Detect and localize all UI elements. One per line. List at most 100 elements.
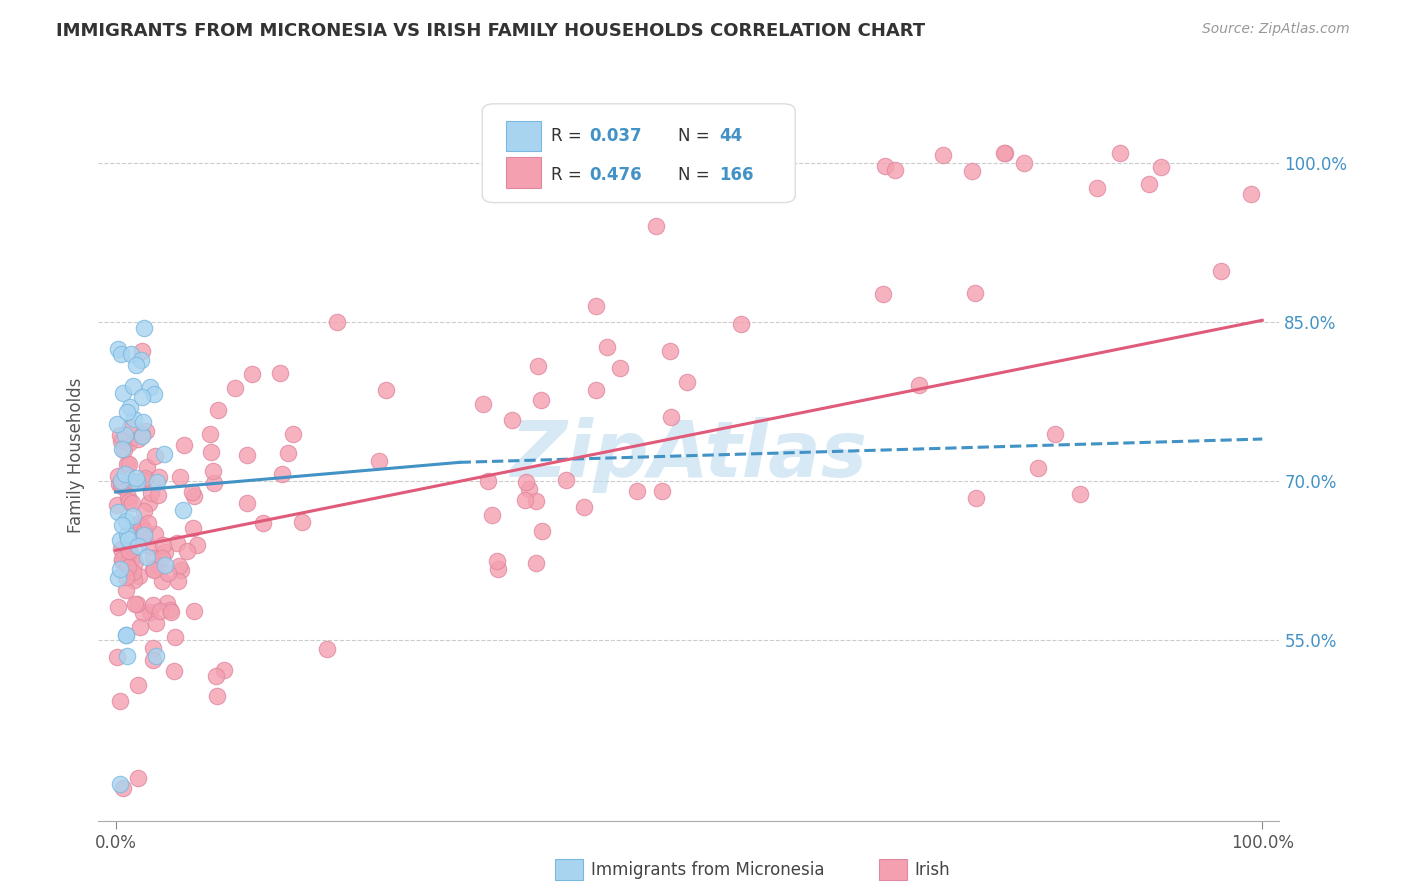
- Point: [471, 397, 494, 411]
- Point: [517, 483, 540, 497]
- Point: [153, 558, 176, 572]
- Point: [326, 315, 349, 329]
- Text: Immigrants from Micronesia: Immigrants from Micronesia: [591, 861, 824, 879]
- Point: [173, 438, 195, 452]
- Point: [142, 598, 165, 612]
- Point: [132, 606, 155, 620]
- Bar: [506, 157, 541, 188]
- Point: [122, 474, 145, 488]
- Text: R =: R =: [551, 166, 586, 184]
- Point: [730, 317, 752, 331]
- Point: [236, 496, 259, 510]
- Point: [117, 436, 139, 450]
- Point: [111, 518, 134, 533]
- Point: [181, 521, 204, 535]
- Point: [138, 496, 160, 510]
- Point: [122, 573, 145, 587]
- Point: [108, 694, 131, 708]
- Point: [131, 352, 153, 367]
- Y-axis label: Family Households: Family Households: [66, 377, 84, 533]
- Point: [125, 358, 148, 372]
- Point: [111, 553, 134, 567]
- Point: [139, 486, 162, 500]
- Point: [110, 474, 132, 488]
- Point: [1069, 487, 1091, 501]
- Point: [1240, 186, 1263, 201]
- Point: [131, 390, 153, 404]
- Point: [149, 604, 172, 618]
- Point: [316, 642, 339, 657]
- Point: [117, 490, 139, 504]
- Point: [112, 386, 135, 401]
- Point: [142, 653, 165, 667]
- Point: [115, 405, 138, 419]
- Point: [105, 498, 128, 512]
- Point: [118, 544, 141, 558]
- Point: [110, 478, 132, 492]
- Point: [107, 342, 129, 356]
- Point: [111, 442, 134, 457]
- Point: [207, 403, 229, 417]
- Point: [524, 494, 547, 508]
- Point: [205, 689, 228, 703]
- Point: [138, 539, 160, 553]
- Point: [167, 574, 190, 588]
- Point: [114, 628, 136, 642]
- FancyBboxPatch shape: [482, 103, 796, 202]
- Point: [112, 554, 135, 568]
- Point: [515, 475, 537, 489]
- Point: [143, 563, 166, 577]
- Point: [501, 413, 523, 427]
- Point: [132, 528, 155, 542]
- Point: [136, 459, 159, 474]
- Text: 44: 44: [720, 127, 742, 145]
- Point: [127, 771, 149, 785]
- Point: [115, 569, 138, 583]
- Point: [112, 443, 135, 458]
- Point: [530, 524, 553, 538]
- Point: [121, 549, 143, 564]
- Point: [135, 424, 157, 438]
- Point: [485, 554, 508, 568]
- Point: [118, 457, 141, 471]
- Point: [108, 562, 131, 576]
- Point: [131, 521, 153, 535]
- Point: [659, 343, 682, 358]
- Text: Irish: Irish: [914, 861, 949, 879]
- Point: [993, 145, 1015, 160]
- Point: [110, 428, 132, 442]
- Point: [962, 164, 984, 178]
- Point: [136, 516, 159, 530]
- Point: [131, 428, 153, 442]
- Point: [609, 360, 631, 375]
- Point: [143, 527, 166, 541]
- Point: [115, 649, 138, 664]
- Point: [107, 599, 129, 614]
- Text: IMMIGRANTS FROM MICRONESIA VS IRISH FAMILY HOUSEHOLDS CORRELATION CHART: IMMIGRANTS FROM MICRONESIA VS IRISH FAMI…: [56, 22, 925, 40]
- Point: [872, 287, 894, 301]
- Point: [125, 475, 148, 489]
- Point: [205, 669, 228, 683]
- Point: [115, 583, 138, 598]
- Point: [107, 477, 129, 491]
- Point: [132, 524, 155, 538]
- Point: [186, 538, 208, 552]
- Point: [477, 474, 499, 488]
- Point: [1137, 177, 1160, 191]
- Point: [108, 776, 131, 790]
- Text: N =: N =: [678, 127, 716, 145]
- Point: [281, 427, 304, 442]
- Point: [159, 603, 181, 617]
- Point: [125, 517, 148, 532]
- Point: [375, 383, 398, 397]
- Point: [572, 500, 595, 515]
- Point: [131, 344, 153, 359]
- Point: [596, 340, 619, 354]
- Point: [651, 484, 673, 499]
- Point: [115, 628, 138, 642]
- Point: [148, 488, 170, 502]
- Point: [115, 527, 138, 541]
- Point: [486, 562, 509, 576]
- Point: [132, 473, 155, 487]
- Point: [269, 366, 291, 380]
